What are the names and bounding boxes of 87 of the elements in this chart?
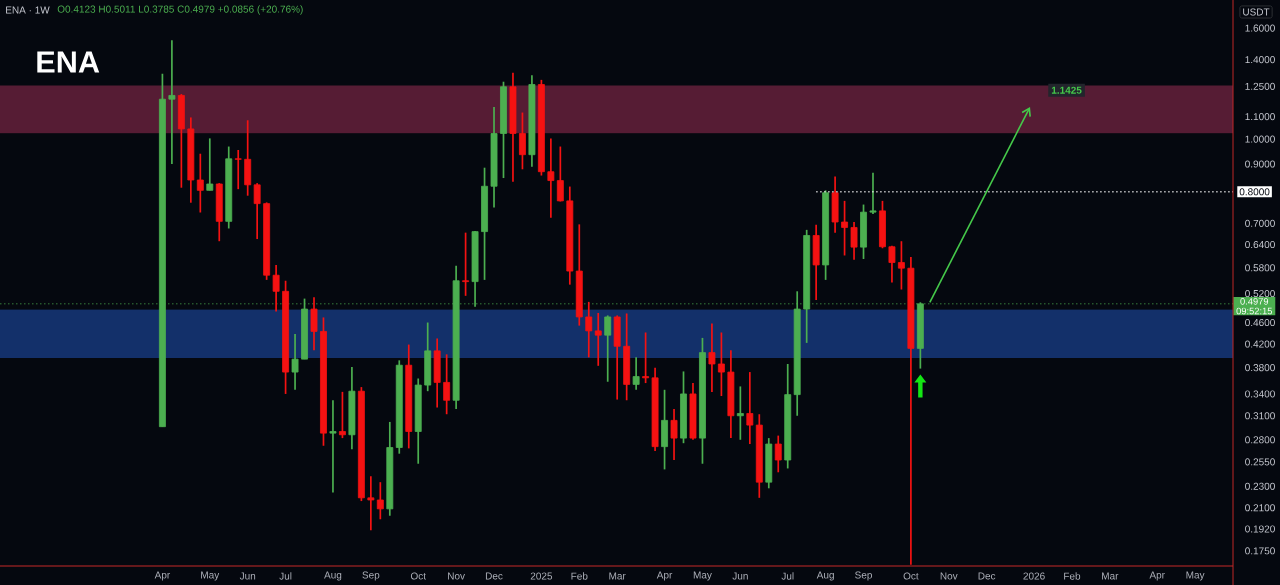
annotation: O0.4123 H0.5011 L0.3785 C0.4979 +0.0856 (+20.76%)	[57, 5, 303, 15]
y-tick-label: 0.3800	[1245, 364, 1275, 372]
candlestick	[670, 408, 678, 461]
candlestick	[291, 333, 299, 391]
x-tick-label: May	[693, 571, 712, 581]
candlestick	[519, 111, 526, 171]
x-tick-label: Feb	[571, 572, 588, 580]
y-tick-label: 0.2100	[1245, 504, 1275, 512]
x-tick-label: May	[1186, 571, 1205, 581]
candlestick	[897, 240, 905, 291]
candlestick	[594, 312, 602, 367]
candlestick	[253, 182, 261, 240]
candlestick	[736, 385, 744, 441]
candlestick	[234, 149, 242, 191]
y-tick-label: 0.3400	[1245, 390, 1275, 398]
y-tick-label: 0.1750	[1245, 547, 1275, 555]
y-tick-label: 1.6000	[1245, 24, 1275, 32]
y-tick-label: 0.5800	[1245, 264, 1275, 272]
x-tick-label: Aug	[324, 571, 342, 581]
candlestick	[556, 145, 564, 203]
y-tick-label: 0.4600	[1245, 318, 1275, 327]
x-tick-label: Apr	[656, 571, 673, 581]
candlestick	[196, 152, 204, 214]
ref-line-label: 0.4979 09:52:15	[1236, 298, 1273, 315]
x-tick-label: Jul	[279, 572, 292, 580]
y-tick-label: 0.2800	[1245, 436, 1275, 444]
y-tick-label: 0.9000	[1245, 160, 1275, 168]
y-axis-title: USDT	[1243, 8, 1270, 16]
x-tick-label: Nov	[448, 572, 465, 580]
x-tick-label: Jul	[781, 572, 794, 580]
candlestick	[168, 39, 176, 165]
x-tick-label: Mar	[1102, 572, 1119, 580]
candlestick	[717, 331, 725, 397]
x-tick-label: Jun	[732, 572, 748, 580]
y-tick-label: 1.4000	[1245, 56, 1275, 64]
candlestick	[746, 371, 754, 445]
candlestick	[272, 264, 280, 313]
candlestick	[632, 356, 640, 391]
candlestick	[774, 434, 782, 474]
candlestick	[604, 314, 612, 383]
y-tick-label: 1.2500	[1245, 82, 1275, 90]
annotation: 1.1425	[1051, 86, 1082, 94]
candlestick	[888, 244, 896, 284]
candlestick	[841, 200, 848, 257]
x-tick-label: Sep	[855, 571, 872, 581]
candlestick	[462, 231, 470, 297]
x-tick-label: Mar	[609, 572, 626, 580]
y-tick-label: 0.2550	[1245, 458, 1275, 466]
candlestick	[585, 301, 593, 359]
y-tick-label: 0.5200	[1245, 290, 1275, 298]
y-tick-label: 0.1920	[1245, 525, 1275, 533]
x-tick-label: Oct	[903, 572, 919, 580]
y-tick-label: 1.0000	[1245, 135, 1275, 143]
candlestick	[547, 137, 555, 219]
y-tick-label: 0.2300	[1245, 482, 1275, 490]
y-tick-label: 1.1000	[1245, 113, 1275, 121]
annotation: ENA · 1W	[6, 6, 50, 14]
x-tick-label: Nov	[940, 572, 958, 580]
candlestick	[329, 399, 337, 494]
candlestick	[376, 481, 384, 521]
candlestick	[310, 296, 318, 352]
x-tick-label: Dec	[978, 572, 996, 580]
series-label: 0.8000	[1239, 188, 1270, 196]
candlestick	[206, 137, 214, 192]
candlestick	[850, 221, 858, 261]
x-tick-label: Jun	[239, 572, 256, 580]
x-tick-label: Apr	[154, 571, 171, 581]
candlestick	[642, 331, 650, 384]
x-tick-label: May	[201, 571, 220, 581]
candlestick	[339, 391, 346, 439]
candlestick	[367, 475, 375, 532]
x-tick-label: Aug	[816, 571, 834, 581]
x-tick-label: Sep	[362, 571, 380, 581]
x-tick-label: 2026	[1023, 572, 1045, 580]
text: ENA	[37, 51, 100, 73]
x-tick-label: Oct	[410, 572, 426, 580]
x-tick-label: 2025	[530, 572, 553, 580]
candlestick	[869, 171, 877, 215]
y-tick-label: 0.4200	[1245, 340, 1275, 348]
x-tick-label: Feb	[1064, 572, 1081, 580]
y-tick-label: 0.3100	[1245, 412, 1275, 420]
candlestick	[708, 322, 716, 393]
y-tick-label: 0.7000	[1245, 219, 1275, 227]
candlestick	[443, 353, 451, 416]
x-tick-label: Dec	[485, 572, 503, 580]
y-tick-label: 0.6400	[1245, 240, 1275, 249]
x-tick-label: Apr	[1149, 571, 1165, 581]
